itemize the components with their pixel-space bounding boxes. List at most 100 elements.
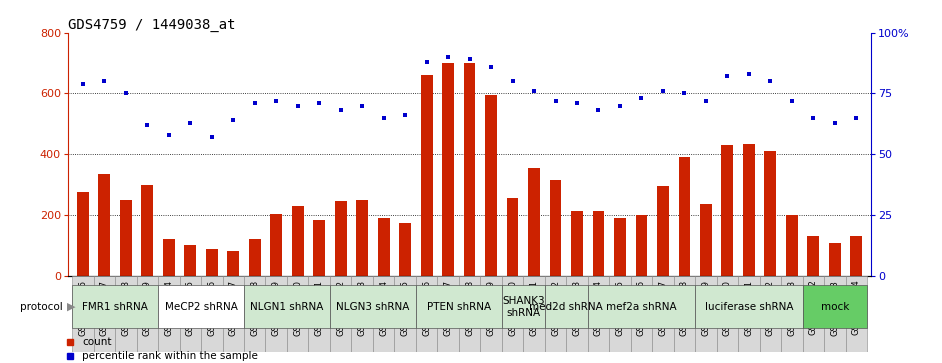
Text: mock: mock [820,302,849,312]
Text: GSM1145759: GSM1145759 [143,280,152,335]
Text: GSM1145771: GSM1145771 [315,280,324,336]
Text: NLGN1 shRNA: NLGN1 shRNA [251,302,324,312]
Point [805,115,820,121]
Bar [330,285,415,329]
Text: GSM1145773: GSM1145773 [358,280,366,336]
Text: GSM1145789: GSM1145789 [702,280,710,336]
Bar [636,215,647,276]
Point [763,78,778,84]
Bar [544,276,566,352]
Text: GSM1145764: GSM1145764 [164,280,173,336]
Point [527,88,542,94]
Bar [502,276,524,352]
Point [677,91,692,97]
Text: GSM1145781: GSM1145781 [529,280,539,336]
Bar [507,198,518,276]
Text: GSM1145786: GSM1145786 [637,280,646,336]
Text: ▶: ▶ [67,302,75,312]
Point [634,95,649,101]
Bar [141,185,154,276]
Bar [378,218,390,276]
Bar [480,276,502,352]
Point [139,122,154,128]
Bar [287,276,308,352]
Point [419,59,434,65]
Bar [73,276,93,352]
Text: GSM1145942: GSM1145942 [809,280,818,335]
Bar [308,276,330,352]
Point [720,74,735,79]
Point [612,103,627,109]
Point [226,117,241,123]
Point [247,100,262,106]
Bar [120,200,132,276]
Bar [588,285,695,329]
Bar [571,211,583,276]
Bar [373,276,395,352]
Bar [399,223,411,276]
Text: mef2a shRNA: mef2a shRNA [606,302,676,312]
Bar [502,285,544,329]
Bar [158,276,180,352]
Bar [244,276,266,352]
Bar [77,192,89,276]
Text: luciferase shRNA: luciferase shRNA [705,302,793,312]
Text: GSM1145758: GSM1145758 [122,280,130,336]
Text: GSM1145944: GSM1145944 [852,280,861,335]
Bar [678,157,690,276]
Text: GSM1145785: GSM1145785 [615,280,625,336]
Bar [609,276,631,352]
Bar [846,276,867,352]
Point [505,78,520,84]
Point [570,100,585,106]
Text: GSM1145784: GSM1145784 [594,280,603,336]
Bar [437,276,459,352]
Text: GSM1145769: GSM1145769 [271,280,281,336]
Bar [700,204,712,276]
Point [591,107,606,113]
Point [183,120,198,126]
Bar [314,220,325,276]
Text: med2d shRNA: med2d shRNA [529,302,603,312]
Bar [549,180,561,276]
Bar [222,276,244,352]
Text: PTEN shRNA: PTEN shRNA [427,302,491,312]
Point [441,54,456,60]
Point [698,98,713,104]
Text: GSM1145775: GSM1145775 [400,280,410,336]
Bar [421,75,432,276]
Text: FMR1 shRNA: FMR1 shRNA [82,302,148,312]
Bar [631,276,652,352]
Bar [442,63,454,276]
Point [312,100,327,106]
Bar [695,276,717,352]
Bar [463,63,476,276]
Point [333,107,349,113]
Bar [99,174,110,276]
Bar [180,276,201,352]
Bar [292,206,303,276]
Text: GSM1145763: GSM1145763 [788,280,796,336]
Bar [330,276,351,352]
Text: NLGN3 shRNA: NLGN3 shRNA [336,302,410,312]
Bar [524,276,544,352]
Point [97,78,112,84]
Point [354,103,369,109]
Bar [652,276,674,352]
Text: GSM1145768: GSM1145768 [251,280,259,336]
Bar [201,276,222,352]
Bar [244,285,330,329]
Point [161,132,176,138]
Point [376,115,391,121]
Text: GSM1145766: GSM1145766 [207,280,217,336]
Bar [657,186,669,276]
Bar [739,276,759,352]
Point [656,88,671,94]
Bar [743,144,755,276]
Bar [803,276,824,352]
Bar [115,276,137,352]
Text: percentile rank within the sample: percentile rank within the sample [82,351,258,362]
Bar [334,201,347,276]
Bar [588,276,609,352]
Text: GSM1145778: GSM1145778 [465,280,474,336]
